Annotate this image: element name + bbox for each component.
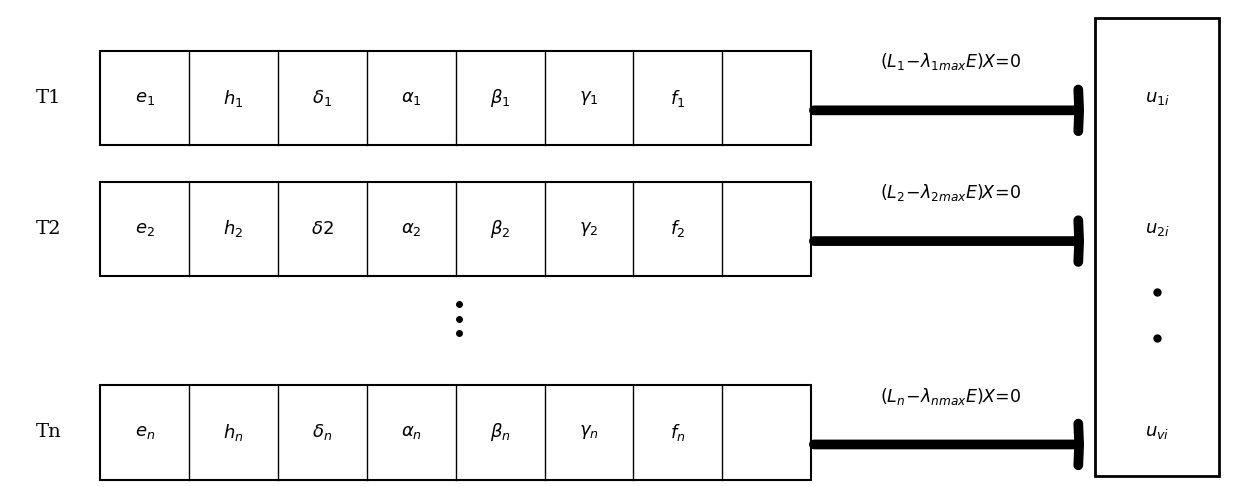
Text: $\delta_n$: $\delta_n$	[312, 422, 332, 442]
Text: $\beta_1$: $\beta_1$	[489, 87, 510, 109]
Text: $\alpha_2$: $\alpha_2$	[401, 220, 421, 238]
Text: $f_2$: $f_2$	[670, 219, 685, 240]
Text: $e_n$: $e_n$	[135, 423, 155, 441]
Text: $\delta 2$: $\delta 2$	[311, 220, 333, 238]
Text: T2: T2	[36, 220, 61, 238]
Text: $h_2$: $h_2$	[223, 219, 244, 240]
Text: $\beta_n$: $\beta_n$	[489, 421, 510, 443]
Text: $\delta_1$: $\delta_1$	[312, 88, 332, 108]
Polygon shape	[100, 385, 812, 480]
Text: $f_1$: $f_1$	[670, 88, 685, 109]
Text: $\gamma_2$: $\gamma_2$	[580, 220, 598, 238]
Text: $\alpha_1$: $\alpha_1$	[401, 89, 421, 107]
Text: $e_2$: $e_2$	[135, 220, 155, 238]
Text: $\alpha_n$: $\alpha_n$	[400, 423, 421, 441]
Text: T1: T1	[36, 89, 61, 107]
Text: $h_n$: $h_n$	[223, 422, 244, 443]
Text: $\gamma_n$: $\gamma_n$	[579, 423, 598, 441]
Text: $e_1$: $e_1$	[135, 89, 155, 107]
Text: $u_{2i}$: $u_{2i}$	[1145, 220, 1170, 238]
Text: $(L_1\!-\!\lambda_{1max}E)X\!=\!0$: $(L_1\!-\!\lambda_{1max}E)X\!=\!0$	[880, 52, 1022, 73]
Text: $f_n$: $f_n$	[670, 422, 685, 443]
Text: $\gamma_1$: $\gamma_1$	[579, 89, 598, 107]
Polygon shape	[100, 51, 812, 146]
Text: $(L_2\!-\!\lambda_{2max}E)X\!=\!0$: $(L_2\!-\!\lambda_{2max}E)X\!=\!0$	[880, 182, 1021, 203]
Text: $(L_n\!-\!\lambda_{nmax}E)X\!=\!0$: $(L_n\!-\!\lambda_{nmax}E)X\!=\!0$	[880, 386, 1022, 407]
Text: $u_{vi}$: $u_{vi}$	[1145, 423, 1170, 441]
Text: $h_1$: $h_1$	[223, 88, 244, 109]
Text: $\beta_2$: $\beta_2$	[489, 218, 510, 240]
Polygon shape	[1095, 19, 1219, 476]
Text: $u_{1i}$: $u_{1i}$	[1145, 89, 1170, 107]
Polygon shape	[100, 182, 812, 276]
Text: Tn: Tn	[36, 423, 61, 441]
